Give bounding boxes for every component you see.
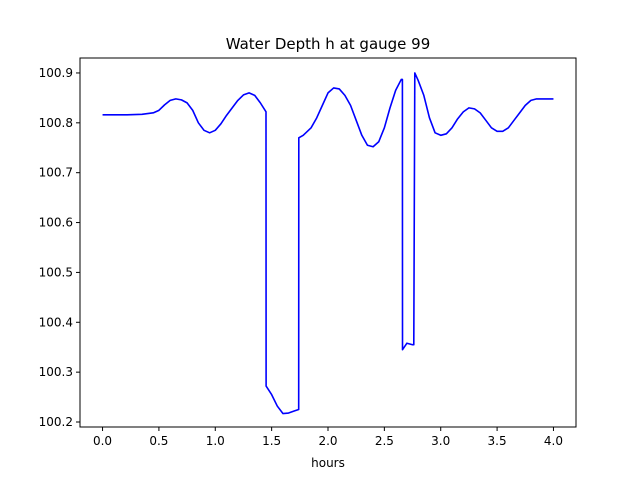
y-tick-label: 100.8 (39, 116, 73, 130)
x-tick-label: 2.5 (375, 434, 394, 448)
chart-title: Water Depth h at gauge 99 (226, 35, 431, 53)
y-tick-label: 100.4 (39, 315, 73, 329)
x-axis: 0.0 0.5 1.0 1.5 2.0 2.5 3.0 3.5 4.0 (93, 427, 563, 448)
series-line (102, 72, 554, 415)
y-tick-label: 100.9 (39, 66, 73, 80)
series-layer (102, 72, 554, 415)
x-tick-label: 0.5 (149, 434, 168, 448)
y-tick-label: 100.2 (39, 415, 73, 429)
x-tick-label: 0.0 (93, 434, 112, 448)
x-tick-label: 1.0 (206, 434, 225, 448)
y-tick-label: 100.6 (39, 216, 73, 230)
x-tick-label: 3.5 (488, 434, 507, 448)
x-tick-label: 4.0 (544, 434, 563, 448)
x-tick-label: 3.0 (431, 434, 450, 448)
x-tick-label: 1.5 (262, 434, 281, 448)
y-axis: 100.2 100.3 100.4 100.5 100.6 100.7 100.8 100.9 (39, 66, 80, 429)
x-tick-label: 2.0 (318, 434, 337, 448)
y-tick-label: 100.3 (39, 365, 73, 379)
x-axis-label: hours (311, 456, 345, 470)
y-tick-label: 100.5 (39, 265, 73, 279)
y-tick-label: 100.7 (39, 166, 73, 180)
